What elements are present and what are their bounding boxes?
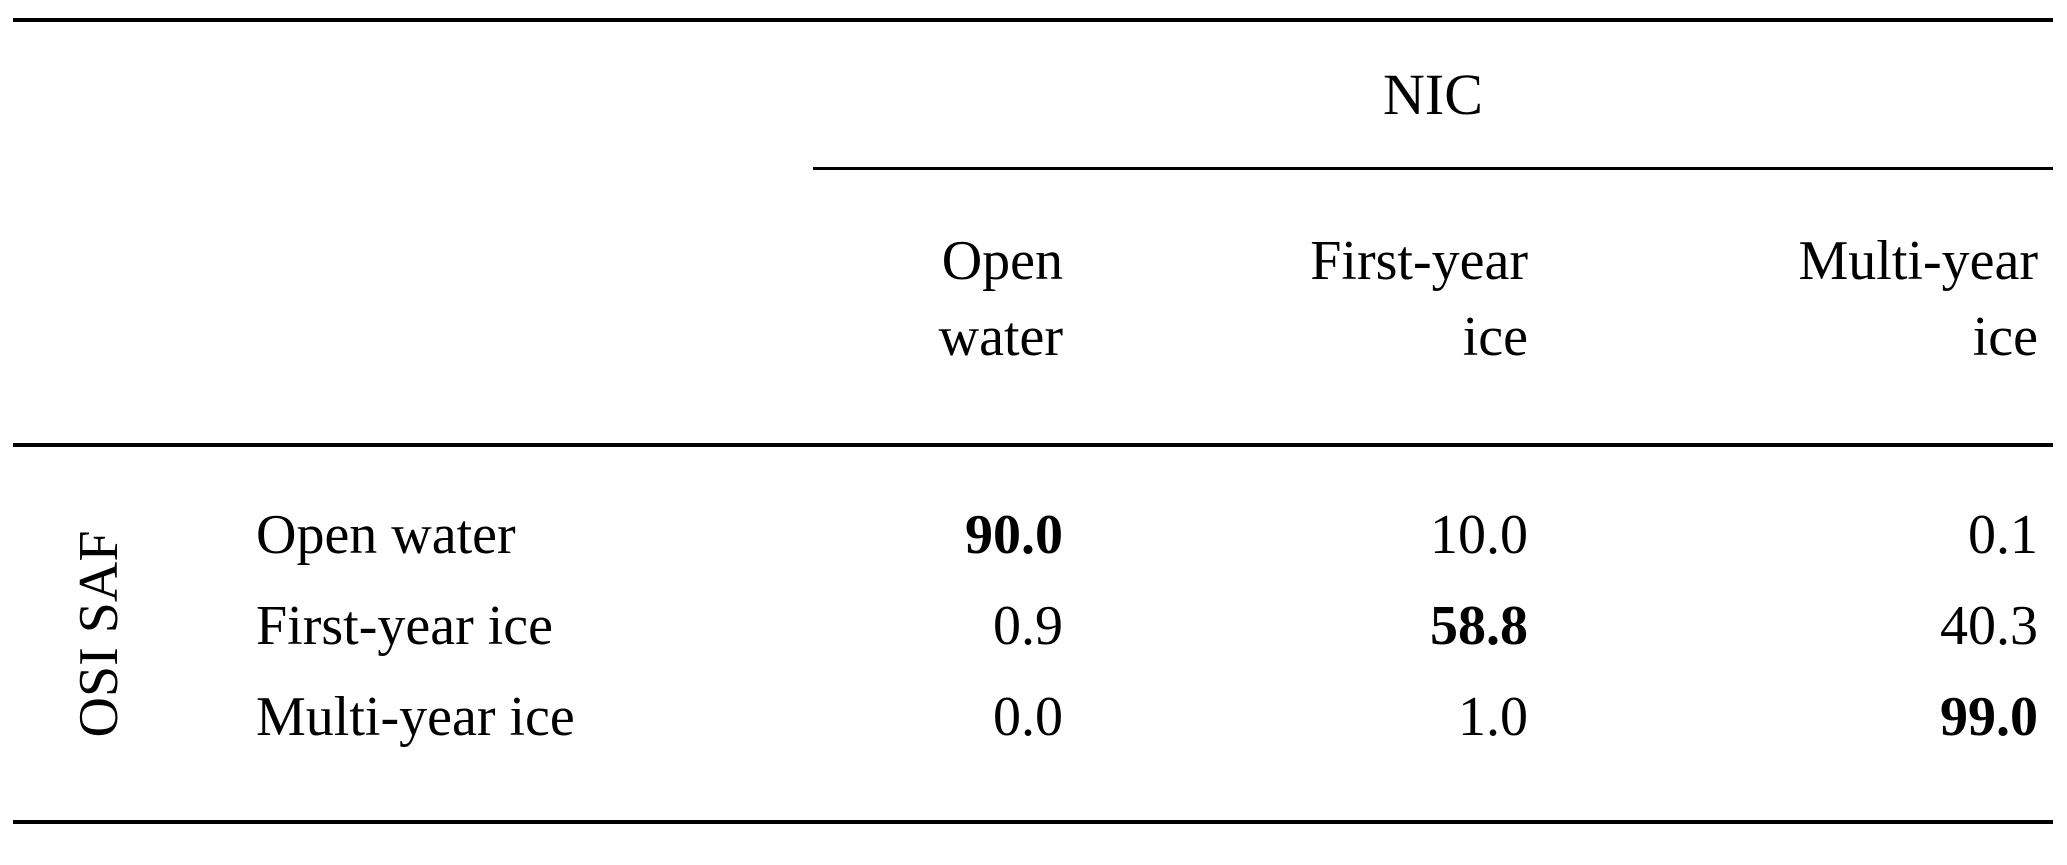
- spacer-cell: [238, 168, 813, 445]
- row-group-label-cell: OSI SAF: [13, 445, 238, 822]
- spacer-cell: [13, 20, 238, 168]
- table-body: OSI SAF Open water 90.0 10.0 0.1 First-y…: [13, 445, 2053, 822]
- cell-value: 90.0: [965, 503, 1063, 566]
- cell-value: 0.0: [993, 686, 1063, 748]
- cell-value: 0.9: [993, 595, 1063, 657]
- cell-value: 10.0: [1430, 503, 1528, 566]
- column-header-line: ice: [1462, 306, 1528, 369]
- column-group-row: NIC: [13, 20, 2053, 170]
- cell-value: 0.1: [1968, 503, 2038, 566]
- column-header-row: Open water First-year ice Multi-year ice: [13, 168, 2053, 445]
- row-label-first-year-ice: First-year ice: [256, 595, 553, 657]
- column-header-line: Open: [941, 230, 1063, 293]
- table-header: NIC Open water First-year ice Multi-year…: [13, 20, 2053, 445]
- row-group-label-osi-saf: OSI SAF: [67, 530, 130, 737]
- spacer-cell: [238, 20, 813, 168]
- column-header-open-water: Open water: [813, 168, 1078, 445]
- cell-value: 99.0: [1940, 686, 2038, 748]
- table-row: OSI SAF Open water 90.0 10.0 0.1: [13, 445, 2053, 737]
- column-header-line: First-year: [1310, 230, 1528, 293]
- cell-value: 40.3: [1940, 595, 2038, 657]
- column-header-line: water: [938, 306, 1063, 369]
- column-header-first-year-ice: First-year ice: [1078, 168, 1543, 445]
- column-group-label-nic: NIC: [813, 20, 2053, 170]
- paper-table-figure: NIC Open water First-year ice Multi-year…: [0, 18, 2067, 865]
- column-header-line: ice: [1972, 306, 2038, 369]
- cell-value: 1.0: [1458, 686, 1528, 748]
- table-row: Multi-year ice 0.0 1.0 99.0: [13, 672, 2053, 822]
- column-header-line: Multi-year: [1798, 230, 2038, 293]
- row-label-multi-year-ice: Multi-year ice: [256, 686, 575, 748]
- table-row: First-year ice 0.9 58.8 40.3: [13, 580, 2053, 672]
- column-header-multi-year-ice: Multi-year ice: [1543, 168, 2053, 445]
- spacer-cell: [13, 168, 238, 445]
- row-label-open-water: Open water: [256, 503, 516, 566]
- confusion-matrix-table: NIC Open water First-year ice Multi-year…: [13, 18, 2053, 824]
- cell-value: 58.8: [1430, 595, 1528, 657]
